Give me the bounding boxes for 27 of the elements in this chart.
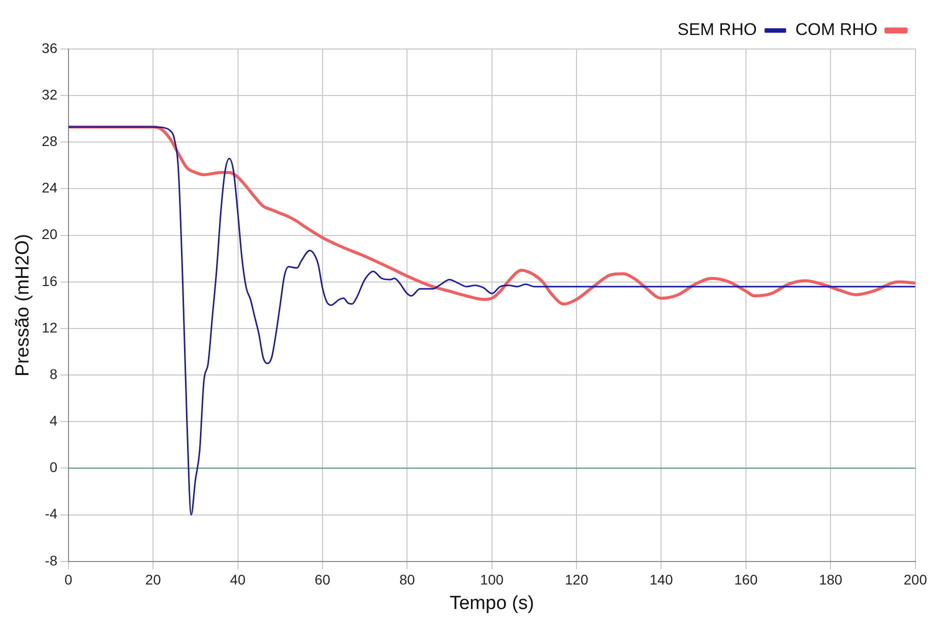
x-tick-label: 80 (399, 572, 416, 588)
x-tick-label: 20 (145, 572, 162, 588)
x-tick-label: 40 (230, 572, 246, 588)
y-tick-label: 12 (42, 319, 58, 336)
x-axis-title: Tempo (s) (450, 592, 534, 614)
x-tick-label: 120 (564, 572, 588, 588)
x-tick-label: 200 (904, 572, 928, 588)
legend-label: SEM RHO (677, 20, 757, 40)
y-tick-label: 8 (50, 366, 58, 382)
x-tick-label: 140 (650, 572, 674, 588)
y-tick-label: 36 (42, 40, 58, 56)
y-tick-label: -8 (44, 552, 58, 568)
legend-label: COM RHO (795, 20, 878, 40)
y-tick-label: 0 (50, 459, 58, 476)
x-tick-label: 60 (314, 572, 330, 588)
y-tick-label: -4 (44, 506, 58, 522)
x-tick-label: 160 (734, 572, 758, 588)
y-tick-label: 28 (42, 133, 58, 150)
y-axis-title: Pressão (mH2O) (12, 234, 34, 376)
x-tick-label: 180 (818, 572, 843, 588)
y-tick-label: 24 (42, 180, 58, 196)
y-tick-label: 20 (42, 226, 58, 242)
x-tick-label: 0 (64, 572, 72, 588)
x-tick-label: 100 (480, 572, 504, 588)
y-tick-label: 4 (50, 412, 58, 429)
y-tick-label: 16 (42, 272, 58, 289)
y-tick-label: 32 (42, 86, 58, 102)
